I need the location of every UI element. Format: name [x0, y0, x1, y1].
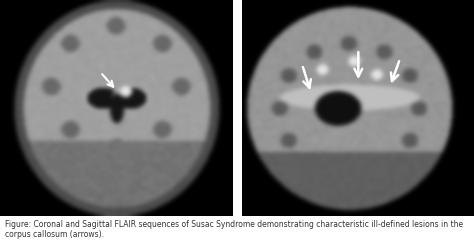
Text: Figure: Coronal and Sagittal FLAIR sequences of Susac Syndrome demonstrating cha: Figure: Coronal and Sagittal FLAIR seque… — [5, 220, 463, 239]
